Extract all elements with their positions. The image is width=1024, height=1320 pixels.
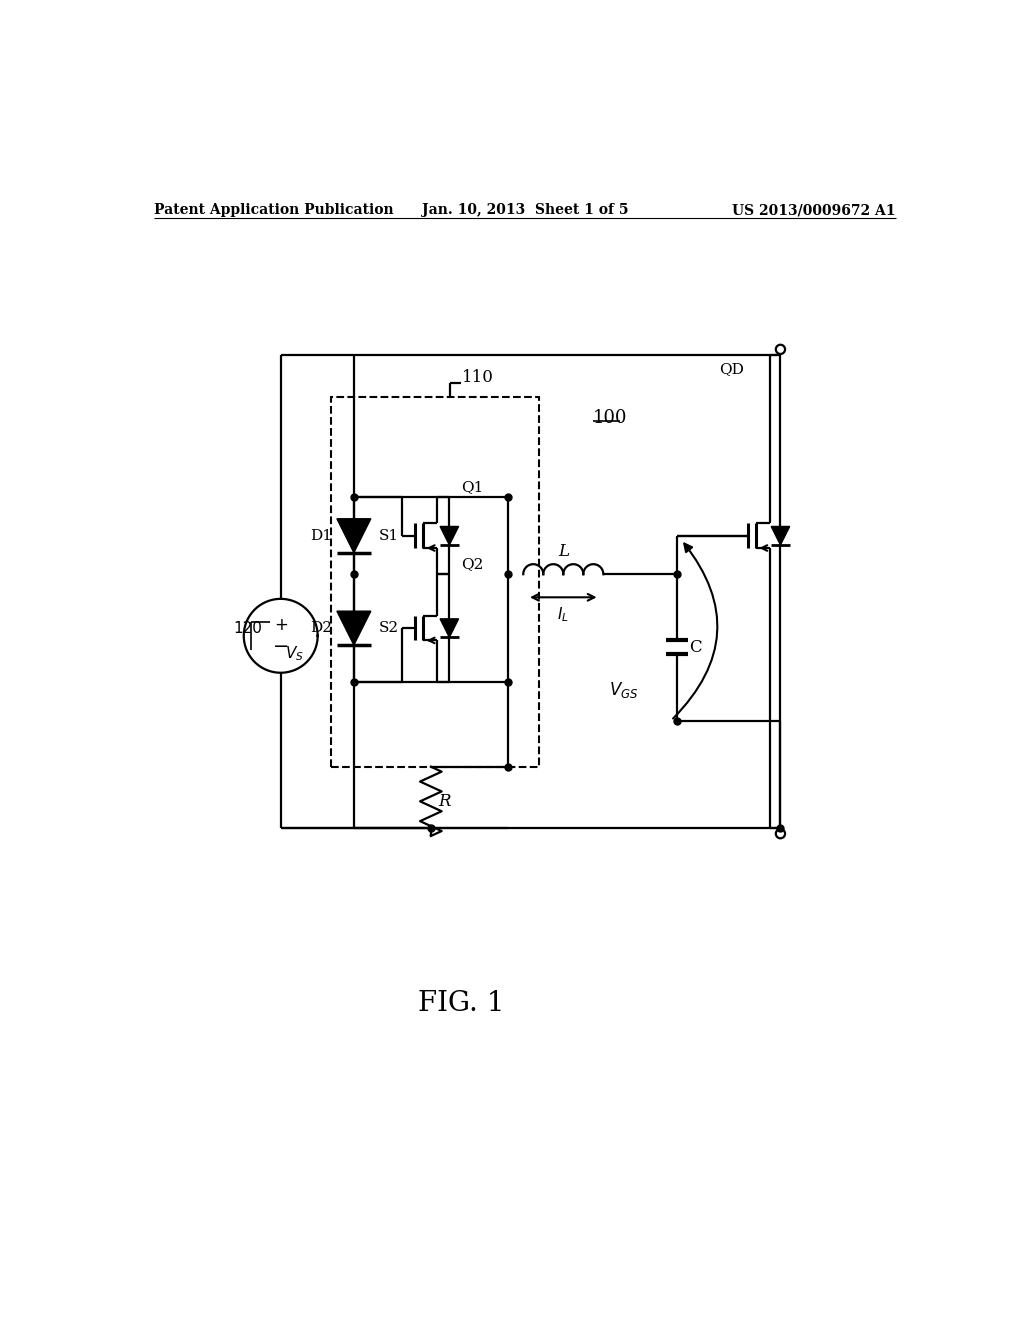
Polygon shape	[440, 527, 459, 545]
Text: C: C	[689, 639, 701, 656]
Polygon shape	[771, 527, 790, 545]
Text: +: +	[273, 616, 288, 634]
Text: QD: QD	[720, 363, 744, 376]
Text: $V_{GS}$: $V_{GS}$	[608, 680, 638, 700]
Text: US 2013/0009672 A1: US 2013/0009672 A1	[732, 203, 896, 216]
Text: L: L	[558, 544, 568, 561]
Text: 100: 100	[593, 409, 627, 426]
Polygon shape	[440, 619, 459, 638]
Text: Q2: Q2	[461, 557, 483, 572]
Text: Q1: Q1	[461, 480, 483, 494]
FancyArrowPatch shape	[673, 544, 718, 718]
Text: S2: S2	[379, 622, 398, 635]
Text: D2: D2	[310, 622, 333, 635]
Text: 110: 110	[462, 370, 494, 387]
Text: FIG. 1: FIG. 1	[419, 990, 505, 1016]
Text: S1: S1	[379, 529, 398, 543]
Text: 120: 120	[233, 620, 262, 636]
Text: R: R	[438, 793, 451, 810]
Bar	[331, 397, 539, 767]
Polygon shape	[337, 519, 371, 553]
Text: Jan. 10, 2013  Sheet 1 of 5: Jan. 10, 2013 Sheet 1 of 5	[422, 203, 628, 216]
Text: Patent Application Publication: Patent Application Publication	[154, 203, 393, 216]
Text: $V_S$: $V_S$	[285, 644, 303, 663]
Text: D1: D1	[310, 529, 333, 543]
Text: −: −	[272, 638, 289, 656]
Polygon shape	[337, 611, 371, 645]
Text: $I_L$: $I_L$	[557, 605, 569, 624]
